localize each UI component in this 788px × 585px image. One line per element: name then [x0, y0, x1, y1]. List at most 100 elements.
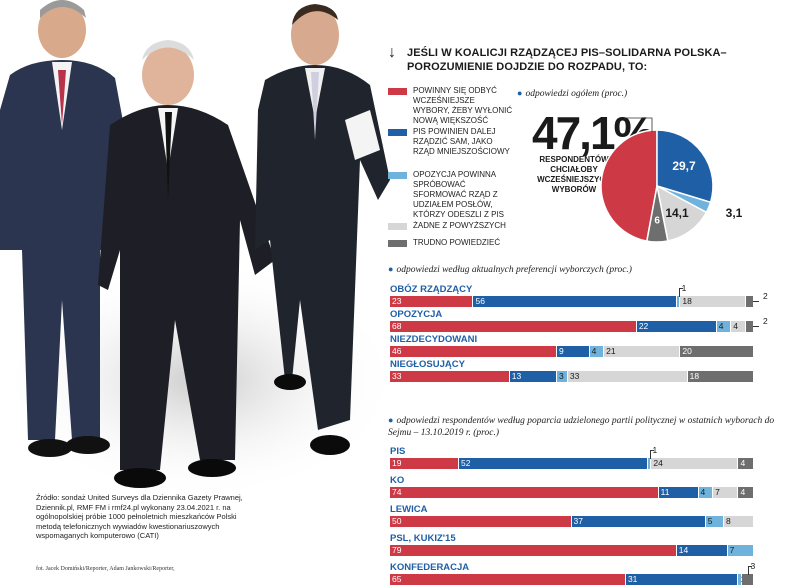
bar-segment — [745, 296, 753, 307]
bar-segment — [676, 296, 680, 307]
bar-value-label: 31 — [627, 574, 638, 584]
bar-segment — [636, 321, 716, 332]
bar-category-label: PiS — [390, 446, 406, 457]
bar-value-label: 19 — [392, 458, 402, 468]
bar-segment — [723, 516, 753, 527]
bar-value-label: 2 — [763, 316, 768, 326]
bar-value-label: 5 — [707, 516, 713, 526]
section2-label: ● odpowiedzi według aktualnych preferencj… — [388, 264, 632, 275]
legend-item: POWINNY SIĘ ODBYĆ WCZEŚNIEJSZE WYBORY, Ż… — [388, 86, 513, 126]
bar-segment — [390, 574, 625, 585]
bar-segment — [589, 346, 604, 357]
legend-label: TRUDNO POWIEDZIEĆ — [413, 238, 501, 247]
section2-label-text: odpowiedzi według aktualnych preferencji… — [396, 265, 632, 275]
bar-segment — [651, 458, 738, 469]
bar-segment — [571, 516, 705, 527]
bar-segment — [556, 371, 567, 382]
bar-value-label: 37 — [573, 516, 583, 526]
bar-segment — [745, 321, 753, 332]
pie-chart: 29,7 3,1 14,1 6 — [600, 117, 743, 243]
header-title: JEŚLI W KOALICJI RZĄDZĄCEJ PiS–SOLIDARNA… — [407, 47, 727, 73]
bar-category-label: NIEZDECYDOWANI — [390, 334, 478, 345]
bar-value-label: 3 — [558, 371, 564, 381]
bar-value-label: 9 — [558, 346, 564, 356]
person-middle — [98, 40, 275, 488]
bar-segment — [658, 487, 698, 498]
leader-line — [753, 301, 759, 302]
legend-swatch — [388, 240, 407, 247]
bar-value-label: 50 — [392, 516, 402, 526]
bar-value-label: 4 — [591, 346, 597, 356]
leader-line — [678, 288, 683, 297]
legend-swatch — [388, 223, 407, 230]
bar-segment — [473, 296, 676, 307]
person-left — [0, 0, 132, 457]
bar-value-label: 65 — [392, 574, 402, 584]
leader-line — [753, 326, 759, 327]
bar-value-label: 23 — [392, 296, 402, 306]
bar-category-label: KONFEDERACJA — [390, 562, 470, 573]
bar-segment — [604, 346, 680, 357]
leader-line — [624, 117, 653, 132]
bar-category-label: PSL, KUKIZ'15 — [390, 533, 456, 544]
big-value: 47,1 — [532, 107, 616, 159]
legend-item: PiS POWINIEN DALEJ RZĄDZIĆ SAM, JAKO RZĄ… — [388, 127, 513, 157]
bar-segment — [458, 458, 647, 469]
section3-label: ● odpowiedzi respondentów według poparcia… — [388, 414, 778, 439]
bar-category-label: OPOZYCJA — [390, 309, 443, 320]
bar-value-label: 56 — [475, 296, 485, 306]
bar-value-label: 52 — [460, 458, 471, 468]
pie-slice — [645, 185, 669, 243]
bar-segment — [680, 346, 753, 357]
photo-credit: fot. Jacek Domiński/Reporter, Adam Janko… — [36, 566, 175, 572]
bar-segment — [705, 516, 723, 527]
legend-swatch — [388, 88, 407, 95]
pie-data-label: 29,7 — [672, 159, 696, 173]
bar-value-label: 68 — [392, 321, 402, 331]
bar-value-label: 4 — [700, 487, 706, 497]
pie-data-label: 6 — [654, 216, 660, 227]
bar-segment — [625, 574, 738, 585]
bar-segment — [390, 516, 571, 527]
legend-label: ŻADNE Z POWYŻSZYCH — [413, 221, 506, 230]
bar-value-label: 33 — [569, 371, 580, 381]
legend-item: ŻADNE Z POWYŻSZYCH — [388, 221, 513, 231]
overall-label: ● odpowiedzi ogółem (proc.) — [517, 88, 627, 99]
bar-value-label: 8 — [725, 516, 731, 526]
bar-segment — [390, 346, 556, 357]
bar-value-label: 1 — [681, 283, 687, 293]
overall-label-text: odpowiedzi ogółem (proc.) — [525, 89, 628, 99]
bar-value-label: 33 — [392, 371, 402, 381]
bar-value-label: 20 — [682, 346, 692, 356]
bar-value-label: 18 — [689, 371, 700, 381]
bar-value-label: 22 — [638, 321, 649, 331]
legend-item: TRUDNO POWIEDZIEĆ — [388, 238, 513, 248]
bar-value-label: 74 — [392, 487, 402, 497]
bar-segment — [738, 458, 753, 469]
bar-value-label: 13 — [511, 371, 522, 381]
bar-segment — [390, 545, 676, 556]
bar-segment — [713, 487, 738, 498]
bar-segment — [567, 371, 687, 382]
bar-segment — [680, 296, 745, 307]
bullet-dot-icon: ● — [517, 88, 523, 98]
chart-header: ↓ JEŚLI W KOALICJI RZĄDZĄCEJ PiS–SOLIDAR… — [388, 45, 784, 74]
bar-segment — [727, 545, 753, 556]
bar-segment — [556, 346, 589, 357]
legend-item: OPOZYCJA POWINNA SPRÓBOWAĆ SFORMOWAĆ RZĄ… — [388, 170, 513, 220]
bar-value-label: 11 — [660, 487, 670, 497]
bar-segment — [509, 371, 556, 382]
bar-value-label: 79 — [392, 545, 402, 555]
bar-value-label: 7 — [715, 487, 720, 497]
bar-segment — [390, 458, 458, 469]
big-caption: RESPONDENTÓW CHCIAŁOBY WCZEŚNIEJSZYCH WY… — [537, 155, 611, 194]
source-note: Źródło: sondaż United Surveys dla Dzienn… — [36, 493, 243, 540]
section3-label-text: odpowiedzi respondentów według poparcia … — [388, 416, 775, 438]
bar-value-label: 1 — [652, 445, 658, 455]
legend-label: POWINNY SIĘ ODBYĆ WCZEŚNIEJSZE WYBORY, Ż… — [413, 86, 513, 125]
bar-category-label: OBÓZ RZĄDZĄCY — [390, 284, 473, 295]
bar-segment — [742, 574, 753, 585]
bar-segment — [390, 487, 658, 498]
bar-value-label: 7 — [729, 545, 735, 555]
bar-category-label: NIEGŁOSUJĄCY — [390, 359, 465, 370]
